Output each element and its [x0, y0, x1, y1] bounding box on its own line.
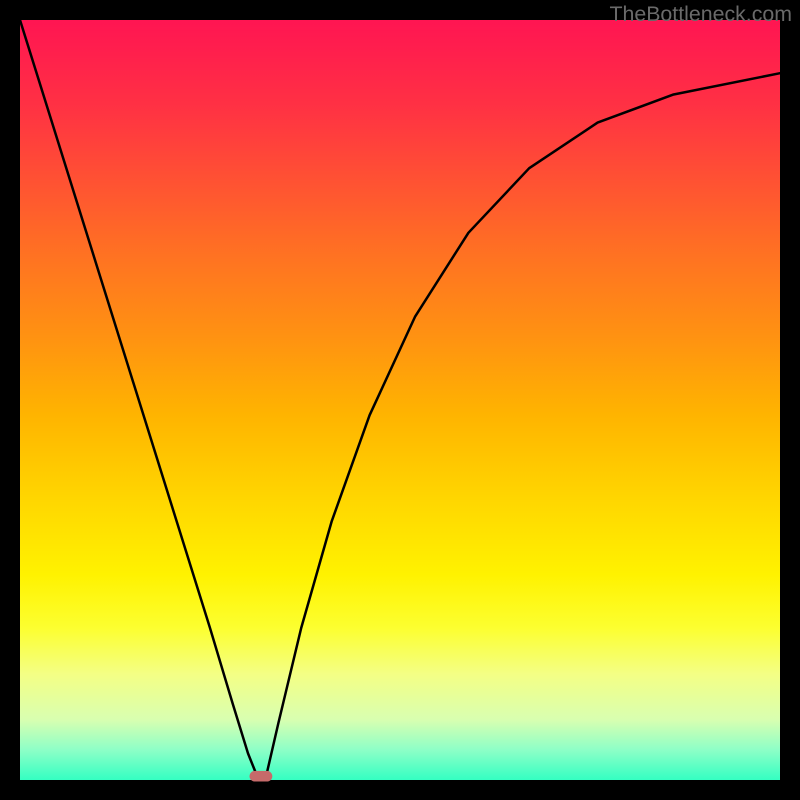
chart-background — [20, 20, 780, 780]
optimal-marker — [250, 771, 273, 782]
watermark-text: TheBottleneck.com — [609, 2, 792, 27]
chart-container: TheBottleneck.com — [0, 0, 800, 800]
bottleneck-chart — [0, 0, 800, 800]
